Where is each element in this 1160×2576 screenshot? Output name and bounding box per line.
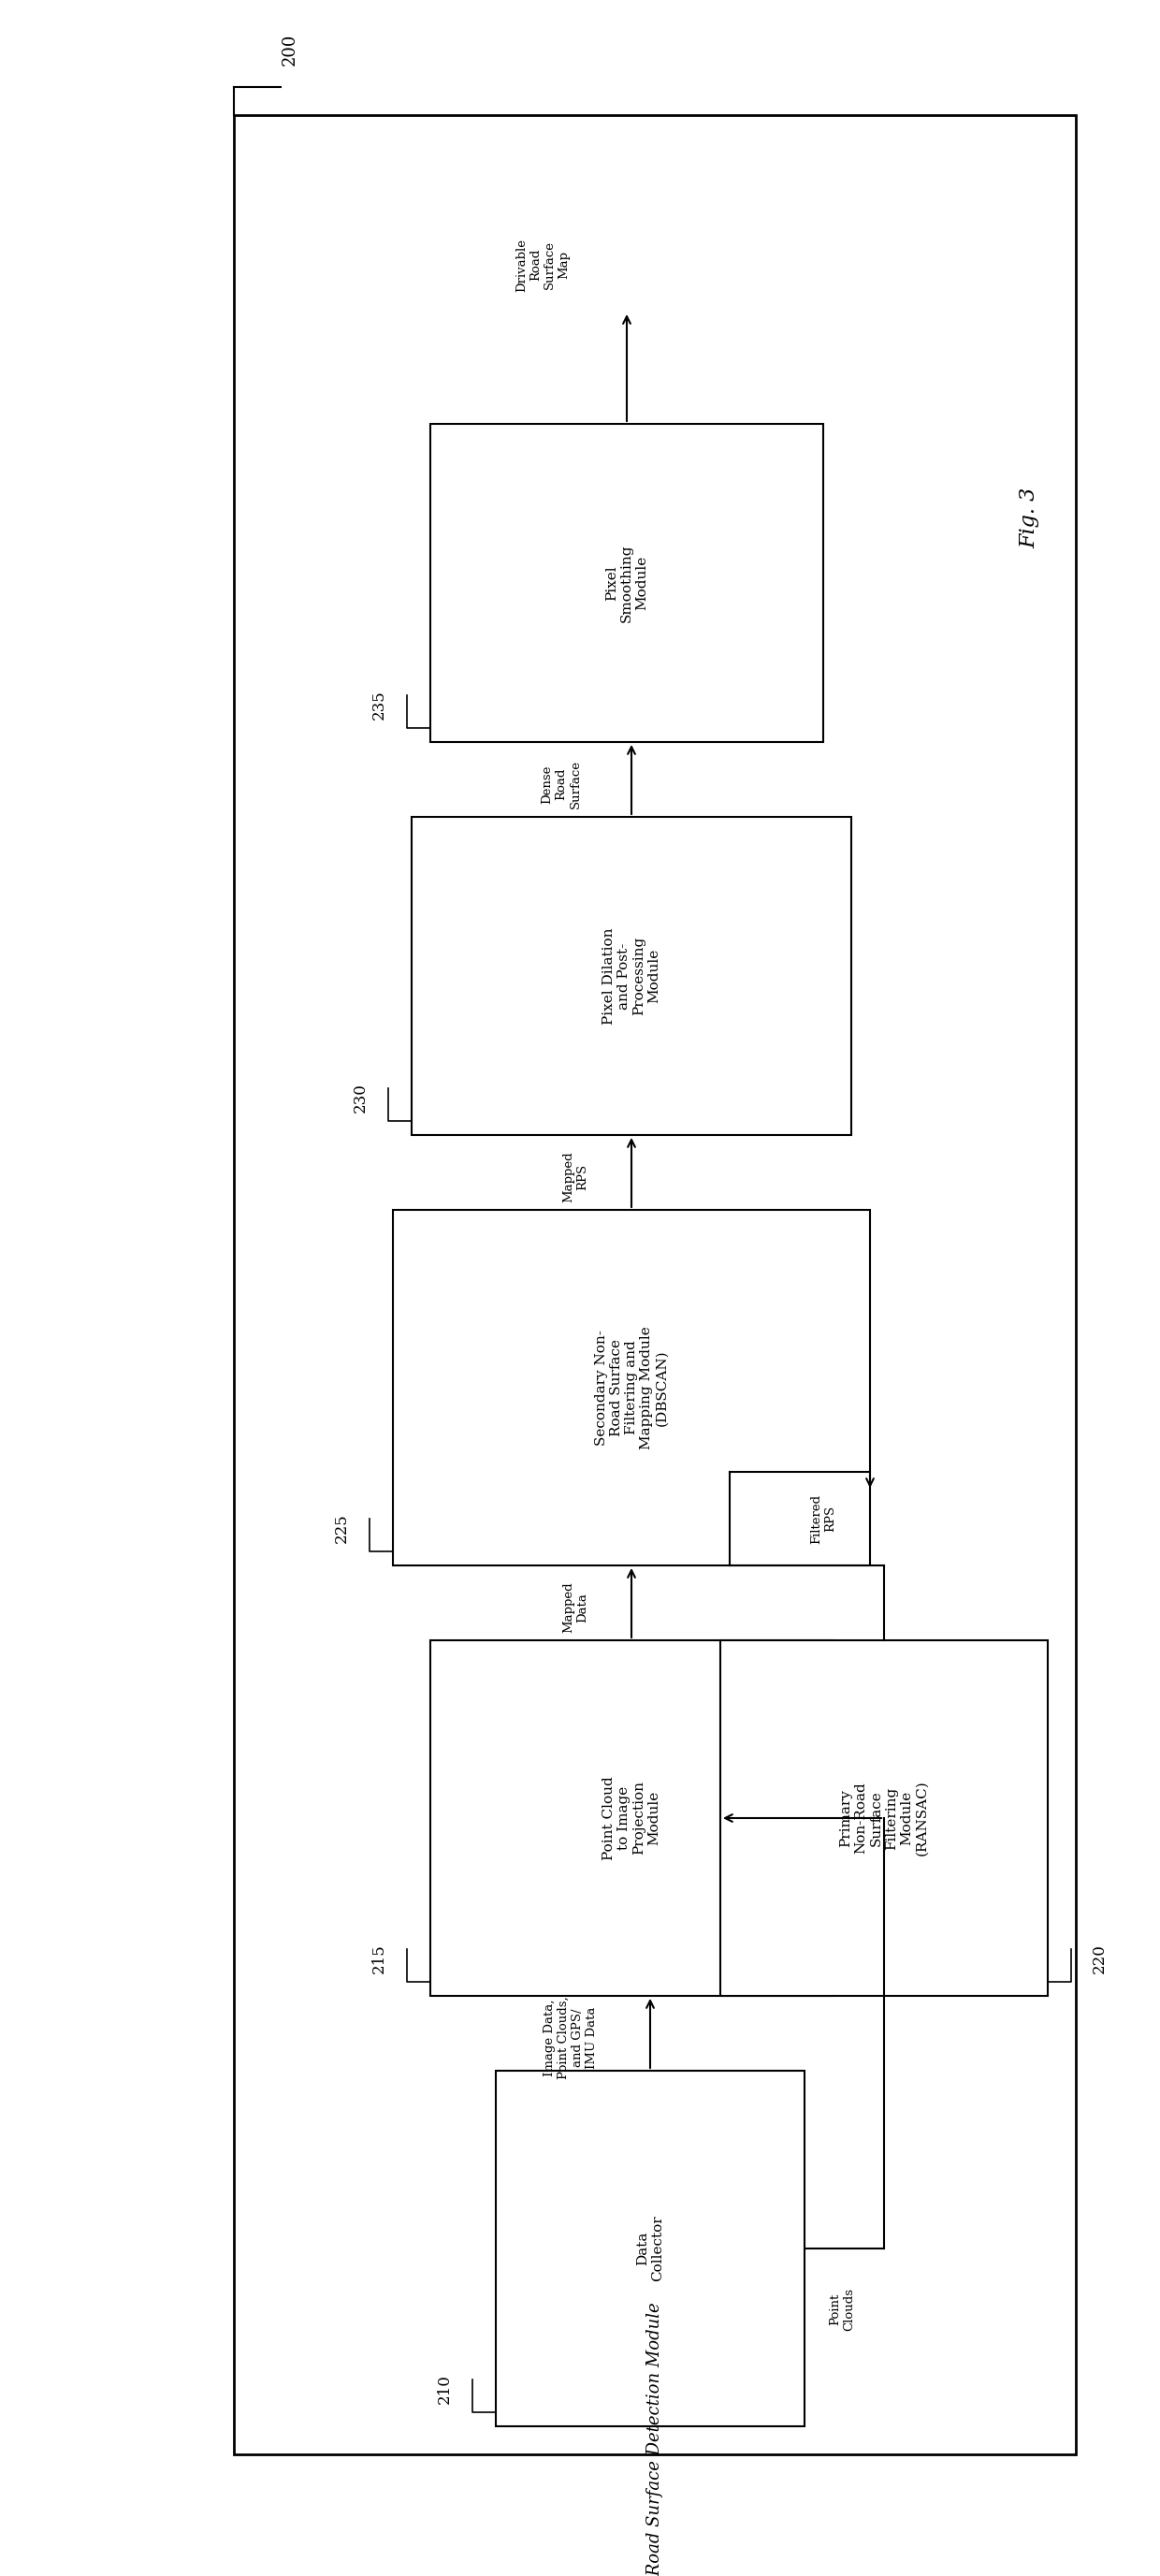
Text: Dense
Road
Surface: Dense Road Surface [542,760,581,809]
Polygon shape [393,1211,870,1566]
Text: Multimodal Drivable Road Surface Detection Module: Multimodal Drivable Road Surface Detecti… [646,2303,664,2576]
Text: Point Cloud
to Image
Projection
Module: Point Cloud to Image Projection Module [602,1775,661,1860]
Text: 215: 215 [371,1942,386,1973]
Text: Secondary Non-
Road Surface
Filtering and
Mapping Module
(DBSCAN): Secondary Non- Road Surface Filtering an… [595,1327,668,1450]
Text: 225: 225 [334,1512,349,1543]
Text: Image Data,
Point Clouds,
and GPS/
IMU Data: Image Data, Point Clouds, and GPS/ IMU D… [544,1996,597,2079]
Polygon shape [234,116,1075,2455]
Polygon shape [430,425,824,742]
Text: 200: 200 [282,33,298,64]
Text: Fig. 3: Fig. 3 [1018,487,1039,549]
Text: Point
Clouds: Point Clouds [829,2287,855,2331]
Text: 230: 230 [353,1082,368,1113]
Text: 235: 235 [371,690,386,719]
Text: Pixel Dilation
and Post-
Processing
Module: Pixel Dilation and Post- Processing Modu… [602,927,661,1025]
Text: 220: 220 [1092,1942,1107,1973]
Text: 210: 210 [436,2375,452,2403]
Polygon shape [495,2071,805,2427]
Text: Pixel
Smoothing
Module: Pixel Smoothing Module [606,544,648,621]
Text: Mapped
Data: Mapped Data [563,1582,588,1633]
Polygon shape [720,1641,1047,1996]
Text: Mapped
RPS: Mapped RPS [563,1151,588,1203]
Text: Primary
Non-Road
Surface
Filtering
Module
(RANSAC): Primary Non-Road Surface Filtering Modul… [840,1780,928,1855]
Polygon shape [430,1641,833,1996]
Text: Drivable
Road
Surface
Map: Drivable Road Surface Map [515,237,570,291]
Text: Data
Collector: Data Collector [636,2215,665,2282]
Text: Filtered
RPS: Filtered RPS [810,1494,836,1543]
Polygon shape [412,817,851,1136]
